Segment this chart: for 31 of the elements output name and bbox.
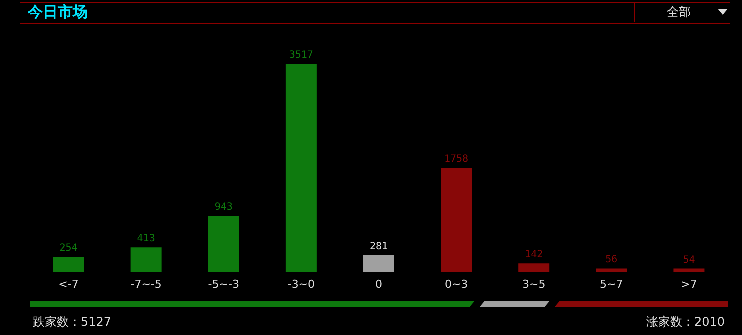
data-label: 142 — [525, 250, 544, 261]
x-tick-label: <-7 — [58, 278, 79, 291]
data-label: 56 — [606, 254, 618, 266]
data-label: 1758 — [444, 154, 469, 166]
bar — [286, 64, 317, 272]
x-tick-label: -7~-5 — [130, 278, 162, 291]
bar — [130, 248, 162, 272]
text: 涨家数：2010 — [646, 314, 725, 331]
x-tick-label: 0~3 — [444, 278, 468, 291]
data-label: 3517 — [289, 50, 314, 61]
bar — [674, 268, 705, 272]
bar — [208, 216, 240, 272]
x-tick-label: -5~-3 — [208, 278, 240, 291]
data-label: 54 — [683, 254, 696, 266]
text: 全部 — [667, 4, 691, 21]
bar — [53, 256, 84, 272]
data-label: 254 — [60, 242, 78, 254]
x-tick-label: 5~7 — [600, 278, 624, 291]
bar — [441, 168, 472, 272]
x-tick-label: 3~5 — [522, 278, 546, 291]
data-label: 281 — [370, 241, 388, 252]
data-label: 413 — [137, 234, 156, 245]
text: 跌家数：5127 — [33, 314, 112, 331]
x-tick-label: 0 — [376, 278, 382, 291]
data-label: 943 — [214, 202, 233, 214]
x-tick-label: >7 — [681, 278, 698, 291]
bar — [363, 255, 394, 272]
x-tick-label: -3~0 — [288, 278, 316, 291]
bar — [596, 268, 628, 272]
chart-title: 今日市场 — [28, 2, 88, 22]
bar — [518, 264, 550, 272]
